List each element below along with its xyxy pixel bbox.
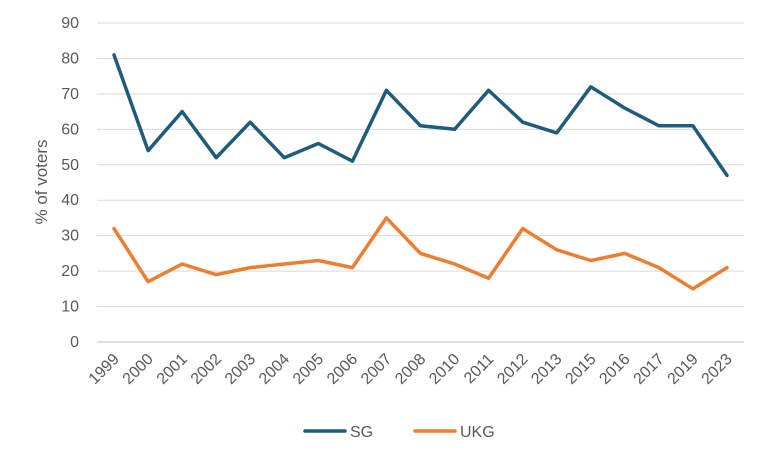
x-tick-label: 2019: [665, 351, 702, 388]
y-axis-tick-labels: 0 10 20 30 40 50 60 70 80 90: [61, 15, 79, 351]
y-tick-label: 20: [61, 263, 79, 280]
x-tick-label: 2015: [562, 351, 599, 388]
x-tick-label: 2004: [256, 351, 293, 388]
x-tick-label: 2007: [358, 351, 395, 388]
y-tick-label: 40: [61, 192, 79, 209]
legend-label-ukg: UKG: [460, 424, 495, 441]
y-axis-title: % of voters: [32, 139, 51, 224]
x-tick-label: 1999: [86, 351, 123, 388]
y-tick-label: 0: [70, 334, 79, 351]
x-tick-label: 2013: [528, 351, 565, 388]
y-tick-label: 10: [61, 299, 79, 316]
x-tick-label: 2011: [461, 351, 497, 387]
x-tick-label: 2008: [392, 351, 429, 388]
series-line-ukg: [112, 216, 729, 291]
y-tick-label: 30: [61, 228, 79, 245]
y-tick-label: 60: [61, 121, 79, 138]
series-line-sg: [112, 53, 729, 178]
legend-label-sg: SG: [350, 424, 373, 441]
x-tick-label: 2005: [290, 351, 327, 388]
x-tick-label: 2002: [188, 351, 225, 388]
x-tick-label: 2000: [120, 351, 157, 388]
x-tick-label: 2003: [222, 351, 259, 388]
x-tick-label: 2017: [631, 351, 668, 388]
legend: SG UKG: [303, 424, 495, 441]
series-lines: [112, 53, 729, 291]
y-tick-label: 50: [61, 157, 79, 174]
y-tick-label: 90: [61, 15, 79, 32]
x-tick-label: 2023: [699, 351, 736, 388]
x-tick-label: 2001: [154, 351, 191, 388]
gridlines: [97, 22, 744, 343]
x-axis-tick-labels: 1999200020012002200320042005200620072008…: [86, 351, 736, 388]
x-tick-label: 2012: [494, 351, 531, 388]
y-tick-label: 70: [61, 86, 79, 103]
y-tick-label: 80: [61, 50, 79, 67]
x-tick-label: 2010: [426, 351, 463, 388]
x-tick-label: 2006: [324, 351, 361, 388]
x-tick-label: 2016: [596, 351, 633, 388]
